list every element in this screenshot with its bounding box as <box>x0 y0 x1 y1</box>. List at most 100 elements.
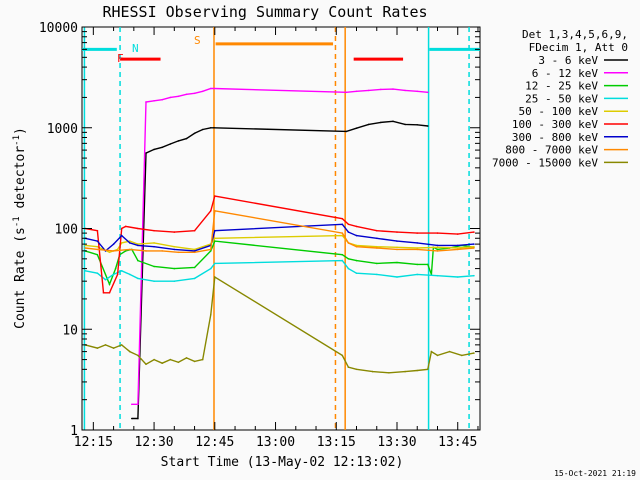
series-5-point <box>436 232 439 234</box>
series-3-point <box>473 274 475 277</box>
series-4-point <box>473 245 475 248</box>
series-4-point <box>120 242 123 244</box>
series-4-point <box>193 248 196 251</box>
series-2-point <box>114 267 117 270</box>
series-7-point <box>376 247 378 249</box>
x-tick-label-1: 12:30 <box>134 435 173 450</box>
series-3-point <box>210 267 212 270</box>
series-4-point <box>341 234 344 237</box>
series-8-point <box>145 363 147 366</box>
series-6-point <box>137 244 139 247</box>
series-1-point <box>161 98 163 101</box>
series-0-point <box>213 127 215 129</box>
series-3-point <box>416 273 419 276</box>
y-axis-label-sup2: -1 <box>12 135 22 146</box>
series-5-point <box>214 195 216 197</box>
series-2-point <box>173 267 176 270</box>
series-6-point <box>153 245 155 248</box>
series-8-point <box>104 344 107 346</box>
series-8-point <box>416 369 419 372</box>
y-tick-label-0: 1 <box>70 424 78 439</box>
x-tick-label-2: 12:45 <box>195 435 234 450</box>
series-2-point <box>341 253 344 256</box>
series-6-point <box>473 243 475 245</box>
series-2-point <box>108 283 111 286</box>
series-8-point <box>341 354 344 357</box>
x-axis-label: Start Time (13-May-02 12:13:02) <box>161 455 404 470</box>
series-4-point <box>153 242 155 244</box>
legend-header-line-2: FDecim 1, Att 0 <box>529 41 628 54</box>
series-3-point <box>214 262 216 265</box>
series-5-point <box>355 225 358 228</box>
series-2-point <box>96 253 99 256</box>
series-8-point <box>388 372 390 374</box>
series-line-2 <box>84 240 475 287</box>
series-1-point <box>210 87 212 90</box>
y-axis-label-mid: detector <box>13 146 28 217</box>
series-8-point <box>430 350 433 353</box>
series-0-point <box>161 146 163 149</box>
series-0-point <box>345 130 348 133</box>
series-1-point <box>177 95 180 98</box>
series-5-point <box>108 292 111 294</box>
series-2-point <box>210 250 212 252</box>
series-3-point <box>120 270 123 272</box>
series-3-point <box>84 270 86 272</box>
series-1-point <box>355 90 358 93</box>
series-6-point <box>193 250 196 252</box>
series-6-point <box>347 231 350 233</box>
series-4-point <box>456 247 459 249</box>
series-2-point <box>376 262 378 265</box>
y-tick-label-4: 10000 <box>39 21 78 36</box>
series-3-point <box>456 276 459 278</box>
series-line-1 <box>131 87 428 405</box>
series-6-point <box>214 229 216 232</box>
series-2-point <box>427 263 429 266</box>
series-8-point <box>404 370 406 373</box>
legend-item-label-3: 25 - 50 keV <box>525 92 598 105</box>
series-5-point <box>193 229 196 232</box>
series-6-point <box>355 234 358 237</box>
x-tick-label-6: 13:45 <box>438 435 477 450</box>
series-7-point <box>355 245 358 248</box>
series-1-point <box>193 92 196 95</box>
series-8-point <box>177 361 180 364</box>
series-3-point <box>376 273 378 276</box>
series-5-point <box>210 210 212 212</box>
legend-item-label-2: 12 - 25 keV <box>525 80 598 93</box>
series-3-point <box>193 277 196 280</box>
series-4-point <box>416 247 419 249</box>
series-6-point <box>112 243 115 245</box>
series-8-point <box>214 276 216 278</box>
series-1-point <box>153 100 155 102</box>
series-0-point <box>193 132 196 135</box>
series-0-point <box>177 140 180 142</box>
series-0-point <box>392 120 394 123</box>
series-8-point <box>473 352 475 354</box>
series-8-point <box>436 354 439 357</box>
x-tick-label-0: 12:15 <box>74 435 113 450</box>
series-5-point <box>137 227 139 230</box>
series-7-point <box>112 250 115 252</box>
y-axis-label-end: ) <box>13 127 28 135</box>
series-0-point <box>355 127 358 129</box>
series-1-point <box>201 90 204 93</box>
series-8-point <box>461 354 463 357</box>
series-0-point <box>185 137 188 140</box>
series-1-point <box>404 89 406 92</box>
series-0-point <box>137 417 139 420</box>
series-4-point <box>108 251 111 254</box>
series-6-point <box>96 240 99 242</box>
series-7-point <box>96 248 99 251</box>
vlines-layer <box>83 27 470 430</box>
series-layer <box>84 87 475 420</box>
series-0-point <box>427 125 429 127</box>
series-4-point <box>137 243 139 245</box>
series-line-0 <box>131 120 428 420</box>
series-2-point <box>355 259 358 262</box>
series-8-point <box>137 354 139 357</box>
series-0-point <box>416 124 419 126</box>
series-4-point <box>96 245 99 248</box>
